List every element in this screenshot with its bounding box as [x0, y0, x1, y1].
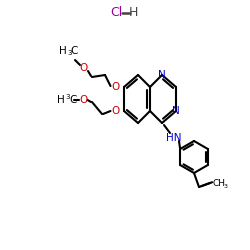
Text: CH: CH — [212, 180, 226, 188]
Text: C: C — [69, 95, 76, 105]
Text: HN: HN — [166, 133, 182, 143]
Text: O: O — [111, 82, 119, 92]
Text: H: H — [57, 95, 65, 105]
Text: O: O — [79, 95, 87, 105]
Text: O: O — [80, 63, 88, 73]
Text: 3: 3 — [65, 94, 70, 100]
Text: 3: 3 — [67, 50, 71, 56]
Text: 3: 3 — [224, 184, 228, 188]
Text: C: C — [70, 46, 78, 56]
Text: H: H — [128, 6, 138, 20]
Text: H: H — [59, 46, 67, 56]
Text: Cl: Cl — [110, 6, 122, 20]
Text: N: N — [172, 106, 180, 116]
Text: N: N — [158, 70, 166, 80]
Text: O: O — [111, 106, 119, 116]
